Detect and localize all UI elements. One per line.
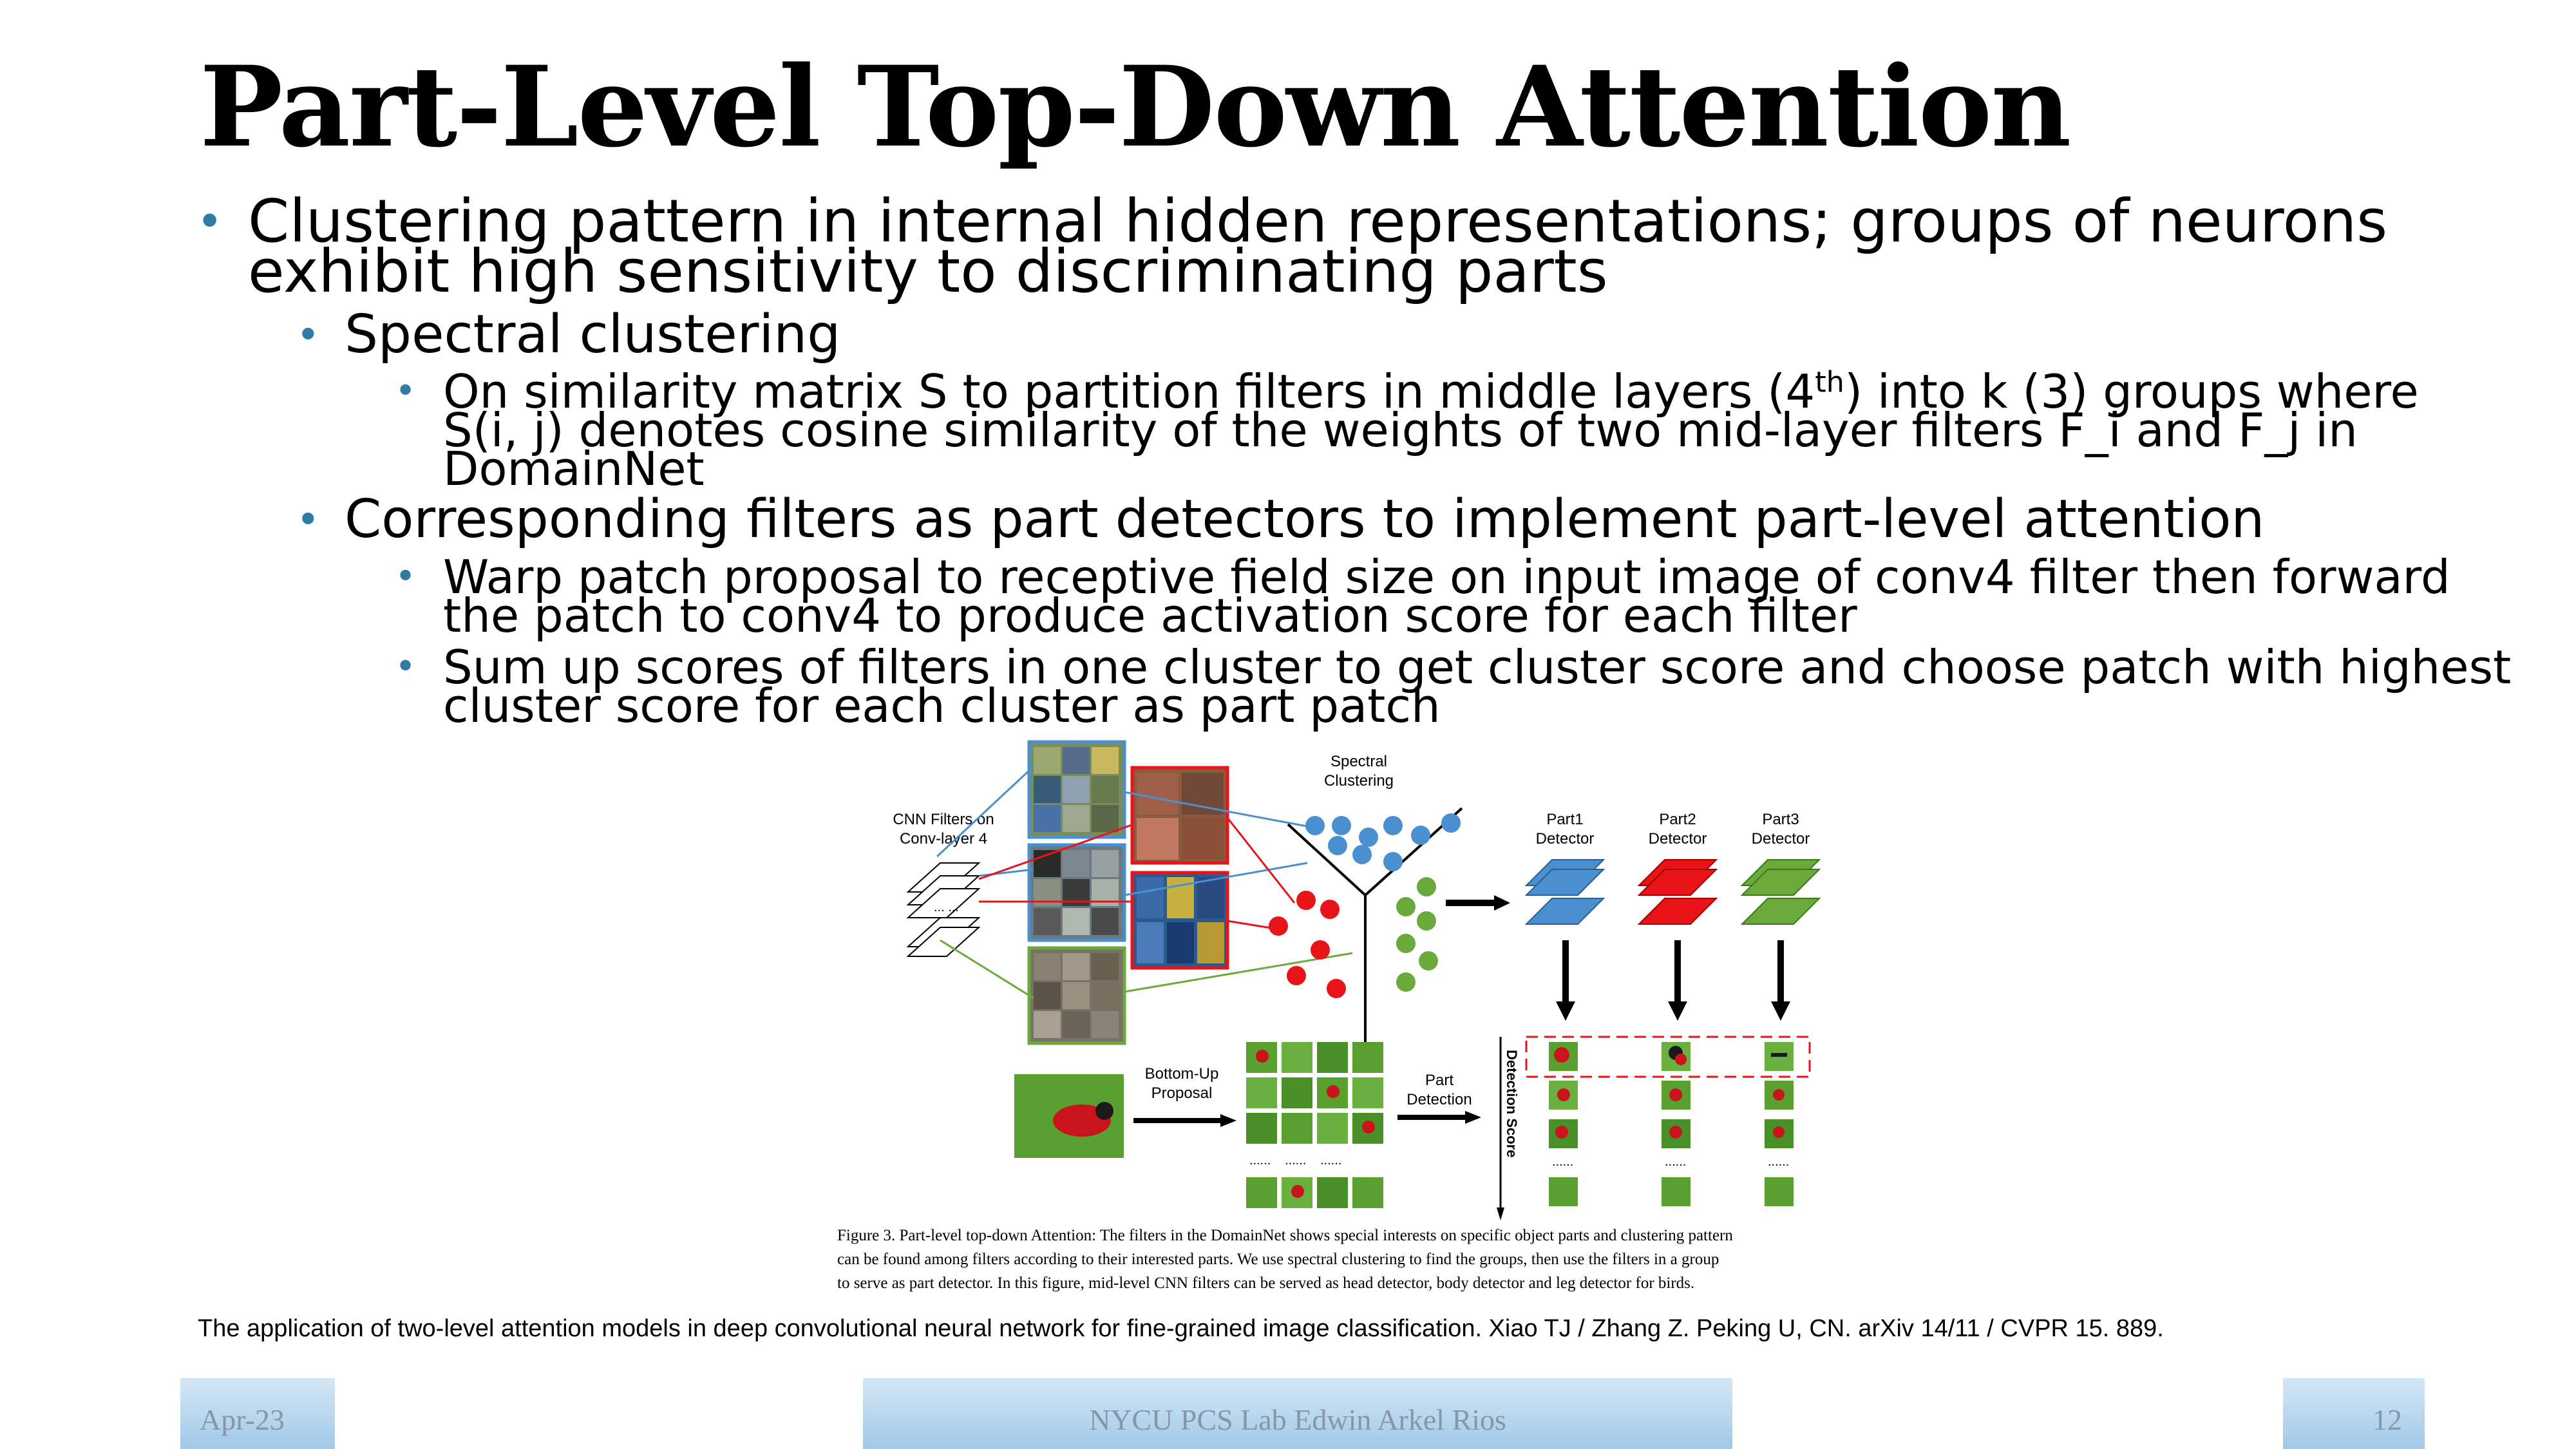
- bullet-dot: •: [395, 556, 417, 598]
- ranked-patches-part2: ......: [1662, 1042, 1690, 1206]
- filter-stack: ... ...: [906, 862, 981, 957]
- spectral-clustering-label: Clustering: [1324, 772, 1394, 790]
- bullet-text-line: Sum up scores of filters in one cluster …: [443, 640, 2512, 694]
- bullet-text-line: S(i, j) denotes cosine similarity of the…: [443, 403, 2358, 457]
- arrow-to-proposals: [1133, 1114, 1236, 1127]
- bottom-up-proposal-label: Proposal: [1151, 1084, 1213, 1102]
- bullet-dot: •: [296, 496, 320, 543]
- footer-date-box: [180, 1378, 335, 1449]
- cnn-filters-label: CNN Filters on: [893, 811, 994, 828]
- part3-detector-stack: [1740, 859, 1821, 925]
- detector-down-arrows: [1556, 940, 1790, 1021]
- footer-lab-name: NYCU PCS Lab Edwin Arkel Rios: [1089, 1403, 1506, 1436]
- red-filter-image-grid-bottom: [1130, 871, 1229, 970]
- bullet-text-line: On similarity matrix S to partition filt…: [443, 365, 2419, 419]
- bullet-dot: •: [395, 646, 417, 688]
- black-filter-image-grid: [1027, 843, 1126, 942]
- patch-ellipsis: ......: [1665, 1155, 1686, 1169]
- part-detection-label: Detection: [1406, 1091, 1472, 1108]
- filter-connection-lines: [936, 765, 1353, 999]
- red-filter-image-grid-top: [1130, 766, 1229, 865]
- bullet-text-line: exhibit high sensitivity to discriminati…: [248, 237, 1608, 306]
- bullet-dot: •: [296, 311, 320, 358]
- bullet-text-line: Warp patch proposal to receptive field s…: [443, 550, 2450, 604]
- bullet-part-detectors: • Corresponding filters as part detector…: [296, 489, 2265, 550]
- bullet-text-line: Spectral clustering: [345, 304, 841, 365]
- bullet-spectral-clustering: • Spectral clustering: [296, 304, 841, 365]
- caption-line: Figure 3. Part-level top-down Attention:…: [837, 1227, 1733, 1244]
- bottom-up-proposal-label: Bottom-Up: [1145, 1065, 1219, 1083]
- part3-detector-label: Detector: [1752, 830, 1810, 848]
- blue-cluster-points: [1305, 813, 1461, 871]
- filter-dots: ... ...: [934, 900, 959, 914]
- caption-line: to serve as part detector. In this figur…: [837, 1274, 1695, 1292]
- footer-page-box: [2283, 1378, 2425, 1449]
- part-attention-figure: CNN Filters on Conv-layer 4 ... ...: [893, 740, 1821, 1220]
- input-bird-image: [1014, 1074, 1124, 1158]
- footer-page-number: 12: [2372, 1403, 2402, 1436]
- part1-detector-stack: [1524, 859, 1605, 925]
- green-cluster-points: [1396, 877, 1438, 992]
- part2-detector-label: Part2: [1659, 811, 1696, 828]
- part-detection-label: Part: [1425, 1072, 1454, 1089]
- part2-detector-label: Detector: [1649, 830, 1707, 848]
- bullet-text-line: cluster score for each cluster as part p…: [443, 679, 1441, 733]
- bullet-text-line: DomainNet: [443, 442, 705, 496]
- arrow-to-detection: [1397, 1111, 1481, 1124]
- bullet-dot: •: [196, 195, 223, 248]
- figure-caption: Figure 3. Part-level top-down Attention:…: [837, 1224, 1932, 1295]
- patch-ellipsis: ......: [1768, 1155, 1789, 1169]
- slide-title: Part-Level Top-Down Attention: [200, 41, 2071, 172]
- paper-reference: The application of two-level attention m…: [198, 1315, 2164, 1342]
- part1-detector-label: Part1: [1546, 811, 1583, 828]
- red-cluster-points: [1269, 891, 1346, 998]
- blue-filter-image-grid: [1027, 740, 1126, 839]
- detection-score-label: Detection Score: [1504, 1050, 1520, 1158]
- bullet-text-line: the patch to conv4 to produce activation…: [443, 589, 1857, 643]
- cnn-filters-label: Conv-layer 4: [900, 830, 987, 848]
- part2-detector-stack: [1637, 859, 1718, 925]
- detection-score-axis: Detection Score: [1497, 1037, 1520, 1220]
- proposal-ellipsis: ......: [1285, 1153, 1306, 1168]
- bullet-similarity-matrix: • On similarity matrix S to partition fi…: [395, 365, 2419, 496]
- caption-line: can be found among filters according to …: [837, 1251, 1719, 1268]
- part1-detector-label: Detector: [1536, 830, 1595, 848]
- bullet-warp-patch: • Warp patch proposal to receptive field…: [395, 550, 2450, 643]
- ranked-patches-part1: ......: [1549, 1042, 1578, 1206]
- bullet-text-line: Clustering pattern in internal hidden re…: [248, 187, 2388, 256]
- footer-center-box: [863, 1378, 1732, 1449]
- proposal-ellipsis: ......: [1320, 1153, 1341, 1168]
- ranked-patches-part3: ......: [1765, 1042, 1794, 1206]
- patch-ellipsis: ......: [1552, 1155, 1573, 1169]
- bullet-clustering-pattern: • Clustering pattern in internal hidden …: [196, 187, 2388, 306]
- bullet-dot: •: [395, 370, 417, 412]
- part3-detector-label: Part3: [1762, 811, 1799, 828]
- arrow-to-detectors: [1446, 895, 1510, 911]
- proposal-ellipsis: ......: [1249, 1153, 1271, 1168]
- proposal-patch-grid: ...... ...... ......: [1246, 1042, 1383, 1208]
- bullet-text-line: Corresponding filters as part detectors …: [345, 489, 2265, 550]
- footer-date: Apr-23: [200, 1403, 285, 1436]
- spectral-clustering-label: Spectral: [1331, 753, 1387, 770]
- leg-filter-image-grid: [1027, 946, 1126, 1045]
- bullet-sum-scores: • Sum up scores of filters in one cluste…: [395, 640, 2512, 733]
